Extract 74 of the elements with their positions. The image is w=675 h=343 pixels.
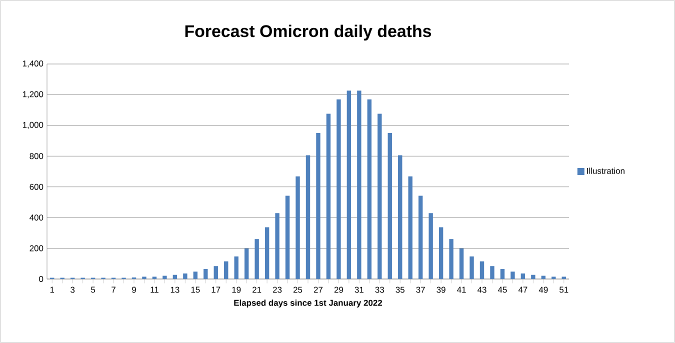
y-tick-label: 0 (39, 276, 44, 282)
bar (470, 256, 474, 279)
x-axis-title: Elapsed days since 1st January 2022 (234, 300, 382, 308)
x-tick-label: 11 (150, 286, 158, 293)
x-tick-label: 13 (170, 286, 180, 293)
x-tick-label: 21 (252, 286, 262, 293)
x-tick-label: 17 (212, 286, 220, 293)
y-tick-label: 600 (30, 184, 44, 190)
x-tick-label: 31 (354, 286, 364, 293)
bar (480, 261, 484, 279)
bar (490, 266, 494, 279)
x-tick-label: 7 (112, 286, 116, 293)
bar (418, 196, 423, 279)
x-tick-label: 19 (232, 286, 241, 293)
y-tick-label: 400 (30, 214, 44, 221)
bar (172, 274, 178, 279)
x-tick-label: 3 (70, 286, 75, 293)
x-tick-label: 27 (314, 286, 323, 293)
bar (306, 155, 310, 279)
x-tick-label: 25 (293, 286, 302, 293)
bar (193, 272, 198, 279)
bar (183, 273, 188, 279)
y-tick-label: 1,000 (22, 122, 44, 129)
bar (388, 132, 392, 279)
bar (214, 266, 218, 279)
bar (296, 176, 300, 279)
y-tick-label: 1,400 (22, 60, 44, 68)
bar (336, 99, 341, 279)
bar (264, 227, 270, 279)
bar (346, 90, 352, 279)
x-tick-label: 29 (334, 286, 344, 293)
bar (398, 155, 402, 279)
x-tick-label: 15 (191, 286, 200, 293)
x-tick-label: 5 (91, 286, 96, 293)
x-tick-label: 1 (50, 286, 54, 293)
x-tick-label: 37 (416, 286, 425, 293)
bar (244, 248, 249, 279)
bar (326, 114, 331, 279)
x-tick-label: 9 (132, 286, 136, 293)
x-tick-label: 47 (518, 286, 528, 293)
bar (367, 99, 372, 279)
chart-title: Forecast Omicron daily deaths (185, 24, 432, 40)
bar (316, 132, 320, 279)
x-tick-label: 51 (560, 286, 568, 293)
bar (459, 248, 464, 279)
x-tick-label: 33 (375, 286, 384, 293)
bar (449, 239, 454, 279)
bar (357, 90, 362, 279)
bar (234, 256, 238, 279)
x-tick-label: 23 (273, 286, 282, 293)
bar (438, 227, 444, 279)
x-tick-label: 39 (436, 286, 446, 293)
bar (531, 274, 536, 279)
bar (204, 269, 208, 279)
bar (285, 196, 290, 279)
bar (520, 273, 526, 279)
y-tick-label: 1,200 (22, 91, 44, 98)
bar (378, 114, 382, 279)
x-tick-label: 45 (498, 286, 507, 293)
x-tick-label: 43 (477, 286, 486, 293)
bar (162, 276, 167, 279)
bar (510, 272, 515, 279)
y-tick-label: 800 (30, 153, 44, 160)
x-tick-label: 49 (538, 286, 548, 293)
x-tick-label: 35 (396, 286, 404, 293)
bar (500, 269, 505, 279)
bar (224, 261, 228, 279)
bar (254, 239, 259, 279)
legend-label: Illustration (587, 168, 624, 174)
bar (428, 213, 433, 279)
bar (408, 176, 412, 279)
bar (275, 213, 280, 279)
x-tick-label: 41 (457, 286, 466, 293)
y-tick-label: 200 (30, 245, 44, 252)
